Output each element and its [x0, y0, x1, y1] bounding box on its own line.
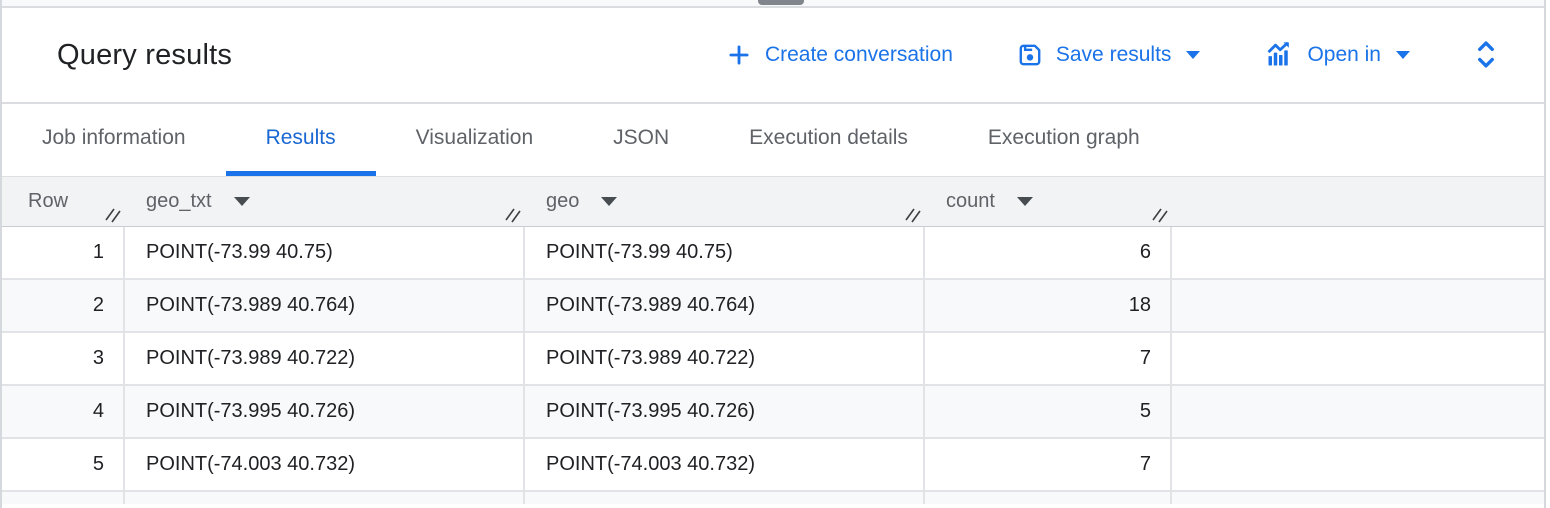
caret-down-icon	[1186, 51, 1201, 59]
expand-results-button[interactable]	[1466, 32, 1506, 78]
header-actions: Create conversation Save results	[712, 31, 1544, 79]
save-results-label: Save results	[1055, 43, 1172, 66]
cell-geo-txt: POINT(-73.995 40.726)	[125, 386, 525, 437]
cell-count: 6	[925, 227, 1172, 278]
results-header-bar: Query results Create conversation Save r…	[2, 8, 1544, 104]
tab-results[interactable]: Results	[225, 104, 376, 176]
unfold-icon	[1472, 38, 1500, 72]
save-results-button[interactable]: Save results	[1003, 32, 1215, 78]
drag-handle[interactable]	[758, 0, 804, 5]
column-header-geo-txt[interactable]: geo_txt	[125, 177, 525, 226]
cell-geo: POINT(-73.99 40.75)	[525, 227, 925, 278]
resize-handle-icon[interactable]	[103, 201, 123, 223]
cell-geo-txt	[125, 492, 525, 504]
cell-count	[925, 492, 1172, 504]
cell-geo-txt: POINT(-73.989 40.722)	[125, 333, 525, 384]
column-header-geo[interactable]: geo	[525, 177, 925, 226]
cell-geo: POINT(-74.003 40.732)	[525, 439, 925, 490]
tab-visualization[interactable]: Visualization	[376, 104, 574, 176]
cell-geo: POINT(-73.995 40.726)	[525, 386, 925, 437]
cell-row-number: 3	[2, 333, 125, 384]
sort-caret-icon	[233, 197, 250, 206]
resize-handle-icon[interactable]	[1150, 201, 1170, 223]
sort-caret-icon	[1016, 197, 1033, 206]
save-icon	[1017, 42, 1043, 68]
resize-handle-icon[interactable]	[903, 201, 923, 223]
table-row: 5 POINT(-74.003 40.732) POINT(-74.003 40…	[2, 439, 1544, 492]
plus-icon	[726, 42, 752, 68]
column-label: count	[946, 190, 995, 212]
create-conversation-label: Create conversation	[764, 43, 953, 66]
panel-resize-strip	[2, 0, 1544, 8]
open-in-button[interactable]: Open in	[1250, 31, 1424, 79]
cell-count: 7	[925, 439, 1172, 490]
results-tab-bar: Job information Results Visualization JS…	[2, 104, 1544, 176]
table-row: 1 POINT(-73.99 40.75) POINT(-73.99 40.75…	[2, 227, 1544, 280]
cell-geo	[525, 492, 925, 504]
cell-filler	[1172, 439, 1544, 490]
table-row: 4 POINT(-73.995 40.726) POINT(-73.995 40…	[2, 386, 1544, 439]
cell-count: 5	[925, 386, 1172, 437]
page-title: Query results	[57, 38, 233, 71]
column-label: Row	[28, 190, 69, 212]
cell-filler	[1172, 492, 1544, 504]
column-label: geo	[546, 190, 580, 212]
table-row: 2 POINT(-73.989 40.764) POINT(-73.989 40…	[2, 280, 1544, 333]
table-row: 3 POINT(-73.989 40.722) POINT(-73.989 40…	[2, 333, 1544, 386]
cell-filler	[1172, 280, 1544, 331]
column-header-row: Row	[2, 177, 125, 226]
cell-geo-txt: POINT(-73.989 40.764)	[125, 280, 525, 331]
cell-row-number	[2, 492, 125, 504]
open-in-label: Open in	[1307, 43, 1381, 66]
sort-caret-icon	[601, 197, 618, 206]
cell-filler	[1172, 386, 1544, 437]
results-table: Row geo_txt geo count	[2, 176, 1544, 504]
cell-geo: POINT(-73.989 40.722)	[525, 333, 925, 384]
cell-geo-txt: POINT(-73.99 40.75)	[125, 227, 525, 278]
insights-icon	[1264, 41, 1294, 69]
cell-row-number: 1	[2, 227, 125, 278]
cell-geo-txt: POINT(-74.003 40.732)	[125, 439, 525, 490]
cell-filler	[1172, 227, 1544, 278]
caret-down-icon	[1396, 51, 1410, 59]
table-body: 1 POINT(-73.99 40.75) POINT(-73.99 40.75…	[2, 227, 1544, 504]
cell-row-number: 5	[2, 439, 125, 490]
column-header-count[interactable]: count	[925, 177, 1172, 226]
tab-json[interactable]: JSON	[573, 104, 709, 176]
table-header-row: Row geo_txt geo count	[2, 176, 1544, 227]
cell-filler	[1172, 333, 1544, 384]
column-header-filler	[1172, 177, 1544, 226]
cell-count: 18	[925, 280, 1172, 331]
cell-geo: POINT(-73.989 40.764)	[525, 280, 925, 331]
tab-execution-graph[interactable]: Execution graph	[948, 104, 1180, 176]
create-conversation-button[interactable]: Create conversation	[712, 32, 967, 78]
cell-row-number: 2	[2, 280, 125, 331]
column-label: geo_txt	[146, 190, 212, 212]
table-row-partial	[2, 492, 1544, 504]
cell-count: 7	[925, 333, 1172, 384]
tab-execution-details[interactable]: Execution details	[709, 104, 948, 176]
tab-job-information[interactable]: Job information	[2, 104, 226, 176]
resize-handle-icon[interactable]	[503, 201, 523, 223]
cell-row-number: 4	[2, 386, 125, 437]
